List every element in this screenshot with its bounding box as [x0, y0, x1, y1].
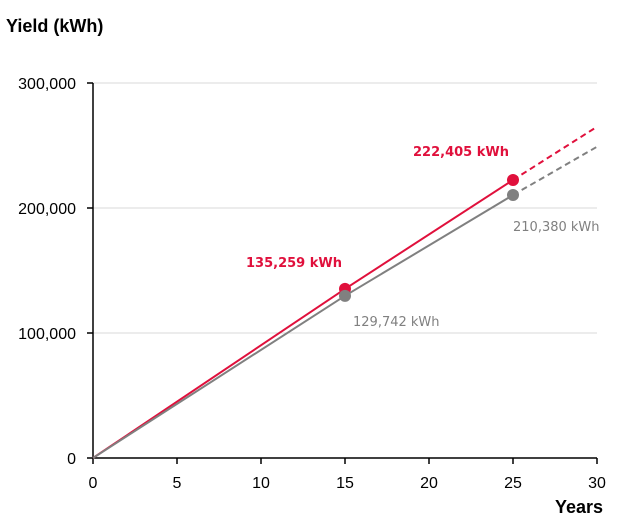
projection-line	[512, 145, 598, 196]
data-point-marker	[507, 189, 519, 202]
series-2: 129,742 kWh 210,380 kWh	[92, 145, 600, 459]
axes	[92, 83, 597, 459]
data-label: 135,259 kWh	[246, 256, 342, 271]
series-line	[92, 194, 514, 459]
x-tick-label: 20	[420, 475, 438, 492]
data-label: 222,405 kWh	[413, 145, 509, 160]
y-tick-label: 100,000	[18, 326, 76, 343]
projection-line	[512, 125, 598, 181]
data-label: 210,380 kWh	[513, 220, 600, 235]
x-tick-label: 15	[336, 475, 354, 492]
data-point-marker	[339, 289, 351, 302]
x-tick-label: 25	[504, 475, 522, 492]
gridlines	[93, 82, 597, 334]
y-tick-label: 0	[67, 451, 76, 468]
y-tick-labels: 0 100,000 200,000 300,000	[18, 76, 93, 468]
x-tick-label: 5	[173, 475, 182, 492]
data-label: 129,742 kWh	[353, 315, 440, 330]
y-tick-label: 300,000	[18, 76, 76, 93]
series-layer: 135,259 kWh 222,405 kWh 129,742 kWh 210,380…	[92, 125, 600, 459]
x-tick-label: 10	[252, 475, 270, 492]
x-tick-label: 0	[89, 475, 98, 492]
y-axis-title: Yield (kWh)	[6, 16, 103, 36]
y-tick-label: 200,000	[18, 201, 76, 218]
x-tick-label: 30	[588, 475, 606, 492]
x-tick-labels: 0 5 10 15 20 25 30	[89, 458, 606, 492]
data-point-marker	[507, 173, 519, 186]
x-axis-title: Years	[555, 497, 603, 517]
